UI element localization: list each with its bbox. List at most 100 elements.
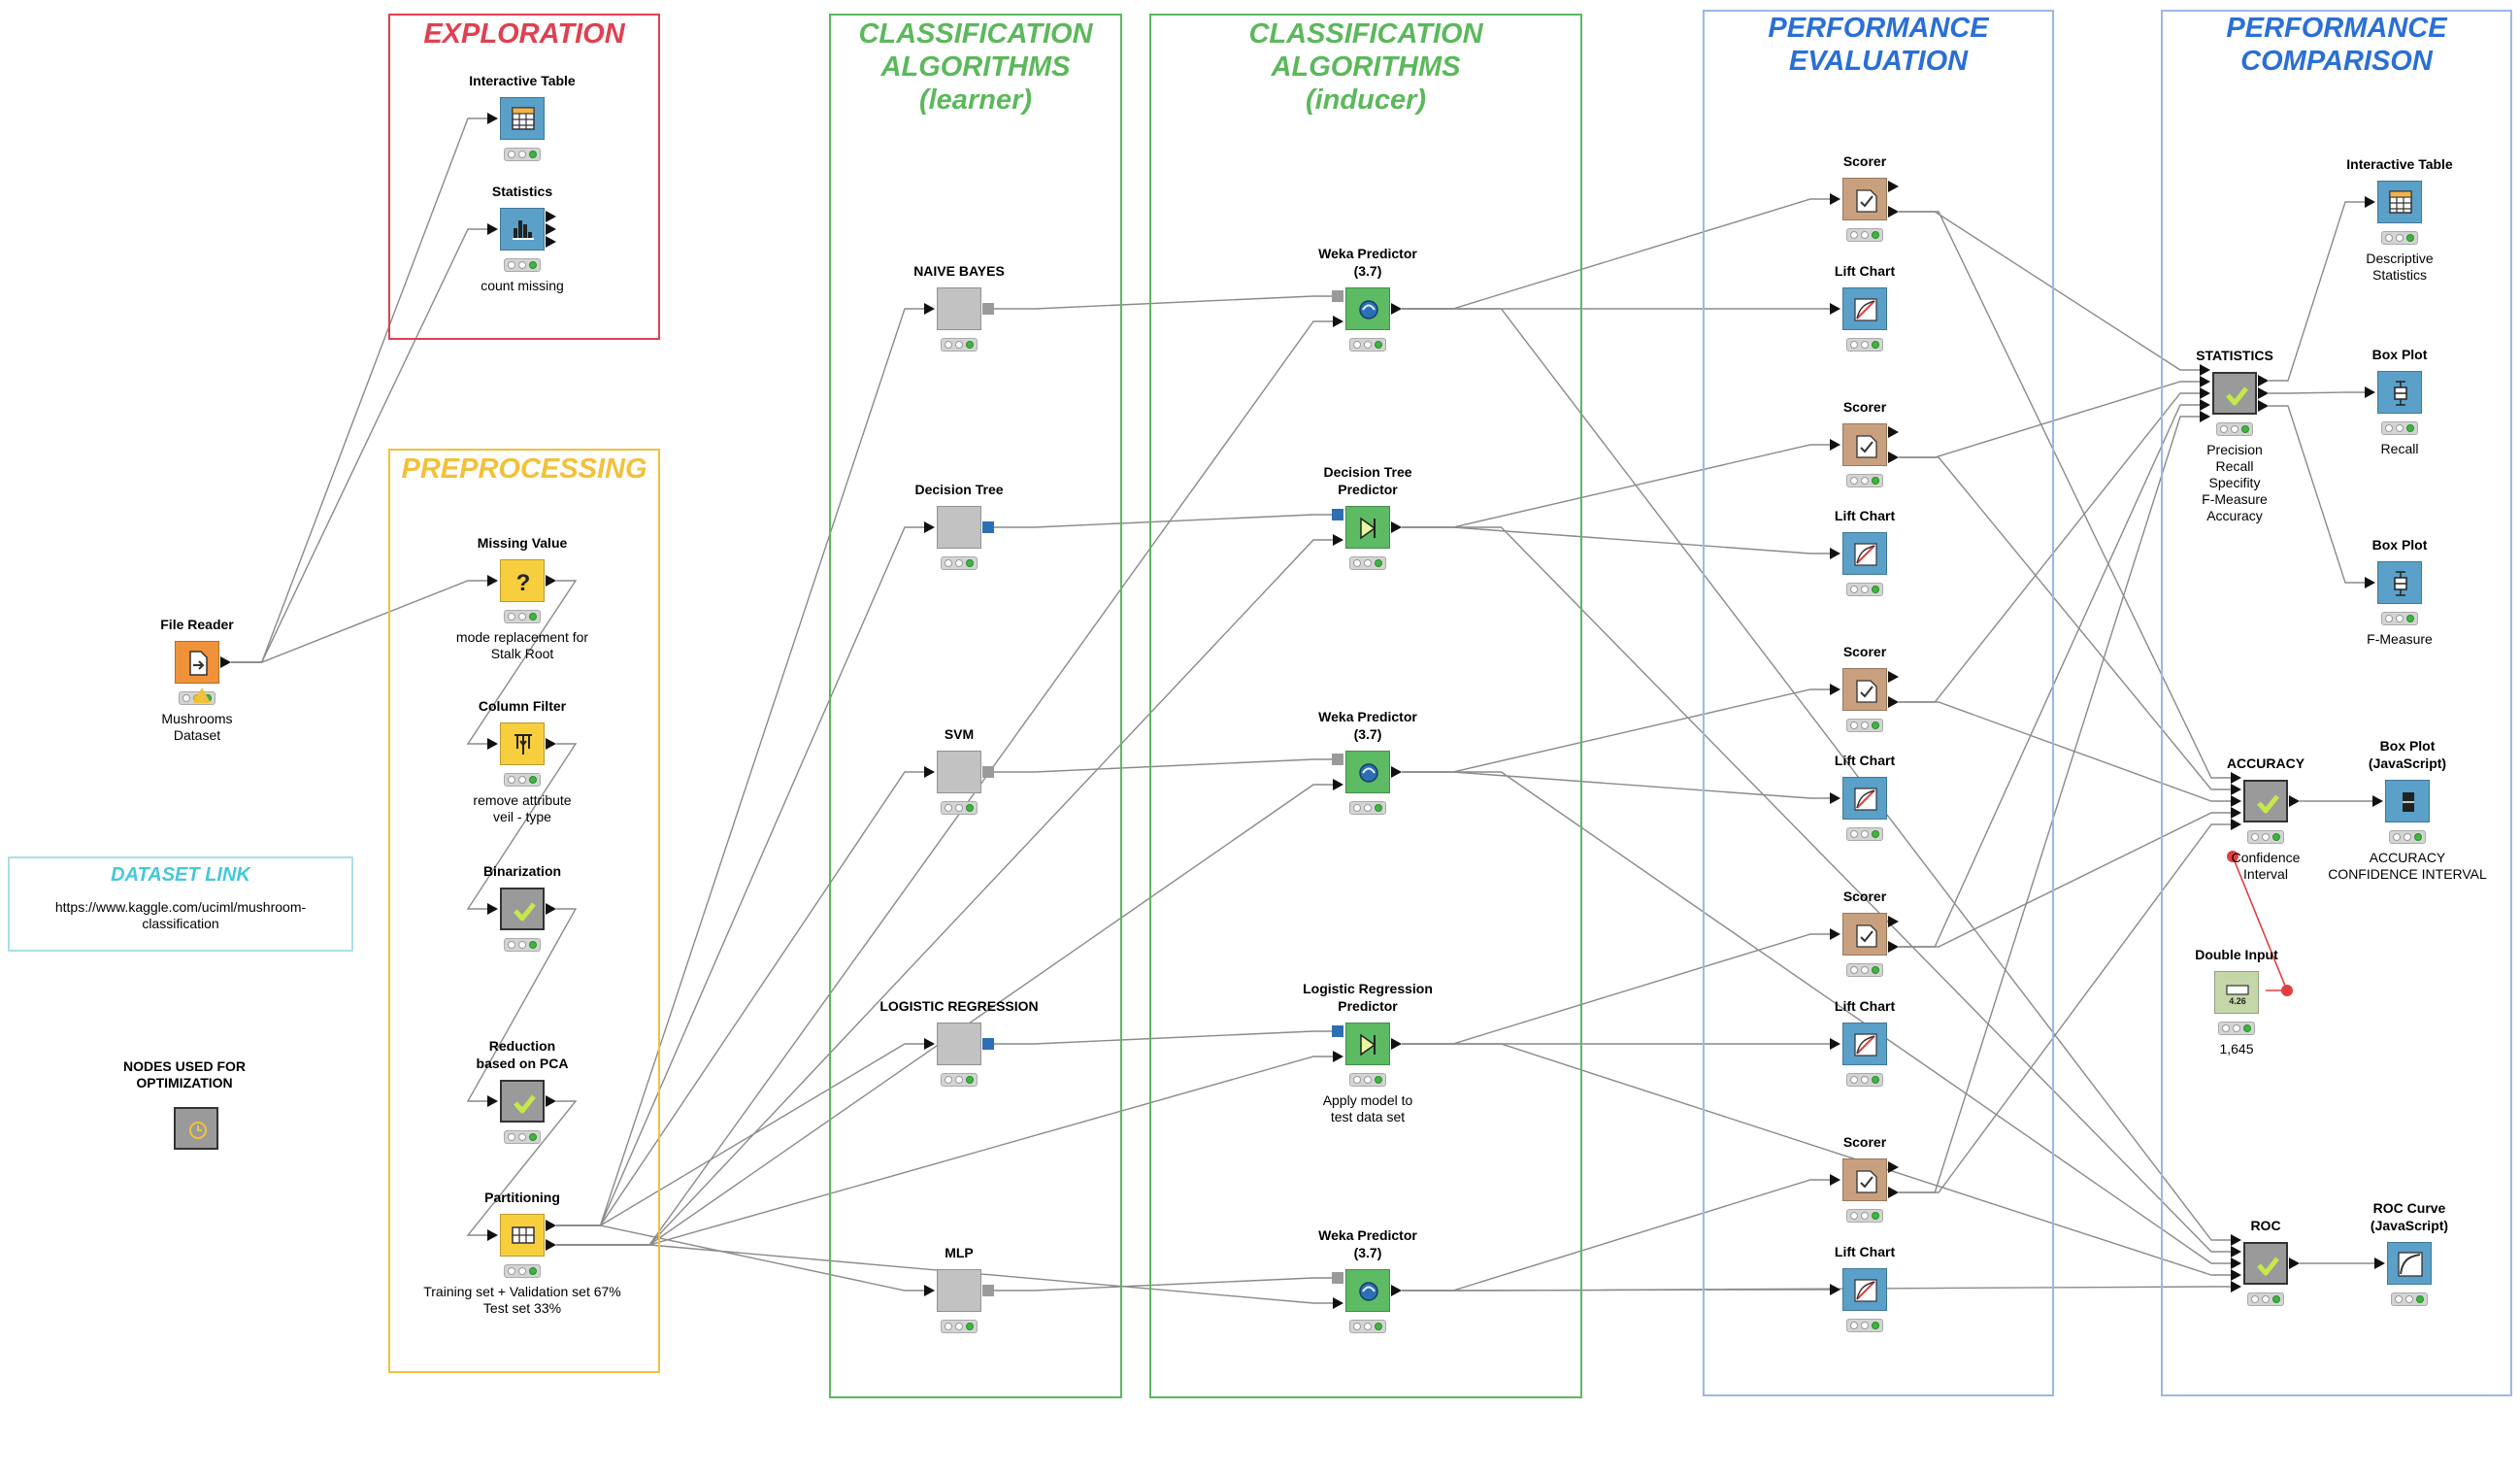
connection-line	[994, 758, 1333, 773]
node-status-indicator	[2381, 612, 2418, 625]
connection-line	[1402, 198, 1830, 310]
node-status-indicator	[941, 1320, 978, 1333]
node-label: Weka Predictor (3.7)	[1318, 246, 1417, 279]
node-status-indicator	[2391, 1292, 2428, 1306]
flow-variable-port	[2227, 851, 2238, 862]
filter-icon	[500, 722, 545, 765]
learner-icon	[937, 1269, 981, 1312]
node-status-indicator	[504, 1264, 541, 1278]
port-triangle	[487, 113, 498, 124]
port-square	[1332, 1272, 1343, 1284]
node-label: SVM	[944, 726, 975, 742]
section-exploration: EXPLORATION	[388, 14, 660, 340]
port-triangle	[546, 1239, 556, 1251]
node-description: count missing	[481, 278, 564, 293]
port-triangle	[1830, 684, 1840, 695]
port-triangle	[2200, 399, 2210, 411]
node-label: Decision Tree	[914, 482, 1004, 497]
connection-line	[1899, 416, 2200, 1193]
node-label: Box Plot	[2371, 347, 2428, 362]
port-triangle	[2258, 387, 2269, 399]
node-description: remove attribute veil - type	[473, 792, 572, 824]
box-plot-js-icon	[2385, 780, 2430, 822]
section-title-exploration: EXPLORATION	[423, 18, 625, 50]
node-status-indicator	[1846, 228, 1883, 242]
node-status-indicator	[2247, 830, 2284, 844]
port-triangle	[1888, 941, 1899, 953]
node-status-indicator	[2216, 422, 2253, 436]
svg-text:4.26: 4.26	[2229, 996, 2246, 1006]
node-status-indicator	[2218, 1022, 2255, 1035]
connection-line	[994, 295, 1333, 310]
optimization-label: NODES USED FOR OPTIMIZATION	[122, 1058, 246, 1090]
port-triangle	[487, 903, 498, 915]
node-label: Scorer	[1842, 399, 1887, 415]
node-status-indicator	[1846, 1319, 1883, 1332]
node-label: Scorer	[1842, 644, 1887, 659]
port-triangle	[1333, 1297, 1343, 1309]
connection-line	[2269, 201, 2365, 382]
section-inducer: CLASSIFICATION ALGORITHMS (inducer)	[1149, 14, 1582, 1398]
port-triangle	[1888, 916, 1899, 927]
node-label: Box Plot	[2371, 537, 2428, 553]
node-label: NAIVE BAYES	[913, 263, 1005, 279]
node-status-indicator	[1846, 827, 1883, 841]
node-label: Missing Value	[477, 535, 568, 551]
optimization-icon	[174, 1107, 218, 1150]
node-label: LOGISTIC REGRESSION	[879, 998, 1039, 1014]
section-title-comparison: PERFORMANCE COMPARISON	[2226, 13, 2447, 77]
port-triangle	[1888, 206, 1899, 218]
section-comparison: PERFORMANCE COMPARISON	[2161, 10, 2512, 1396]
node-label: Column Filter	[478, 698, 567, 714]
warning-icon	[193, 688, 211, 703]
port-square	[1332, 1025, 1343, 1037]
port-triangle	[1391, 521, 1402, 533]
port-triangle	[546, 223, 556, 235]
node-label: Weka Predictor (3.7)	[1318, 1227, 1417, 1260]
node-status-indicator	[1349, 1320, 1386, 1333]
double-input-icon: 4.26	[2214, 971, 2259, 1014]
question-icon: ?	[500, 559, 545, 602]
port-triangle	[2231, 795, 2241, 807]
port-triangle	[1391, 766, 1402, 778]
port-triangle	[1830, 1284, 1840, 1295]
port-triangle	[1333, 1051, 1343, 1062]
connection-line	[556, 320, 1333, 1246]
table-icon	[2377, 181, 2422, 223]
statistics-icon	[500, 208, 545, 251]
node-status-indicator	[1846, 1209, 1883, 1223]
connection-line	[1402, 1179, 1830, 1292]
file-reader-icon	[175, 641, 219, 684]
port-triangle	[1888, 181, 1899, 192]
node-status-indicator	[504, 258, 541, 272]
node-status-indicator	[2247, 1292, 2284, 1306]
connection-line	[1402, 444, 1830, 528]
port-triangle	[924, 303, 935, 315]
node-status-indicator	[941, 1073, 978, 1087]
port-triangle	[1830, 193, 1840, 205]
node-status-indicator	[1349, 1073, 1386, 1087]
port-triangle	[924, 766, 935, 778]
dataset-link-url[interactable]: https://www.kaggle.com/uciml/mushroom- c…	[54, 899, 307, 931]
port-triangle	[546, 236, 556, 248]
port-triangle	[1391, 1285, 1402, 1296]
port-triangle	[2372, 795, 2383, 807]
connection-line	[1899, 404, 2200, 948]
node-status-indicator	[1349, 338, 1386, 352]
node-label: Logistic Regression Predictor	[1303, 981, 1433, 1014]
node-label: MLP	[945, 1245, 974, 1260]
port-triangle	[2231, 807, 2241, 819]
port-triangle	[1333, 316, 1343, 327]
node-label: ROC	[2250, 1218, 2281, 1233]
port-triangle	[487, 738, 498, 750]
node-description: F-Measure	[2367, 631, 2433, 647]
connection-line	[1899, 381, 2200, 458]
port-triangle	[1888, 671, 1899, 683]
scorer-icon	[1842, 178, 1887, 220]
port-triangle	[220, 656, 231, 668]
node-label: Lift Chart	[1834, 508, 1896, 523]
port-triangle	[487, 575, 498, 587]
port-triangle	[1888, 1161, 1899, 1173]
port-triangle	[2374, 1258, 2385, 1269]
